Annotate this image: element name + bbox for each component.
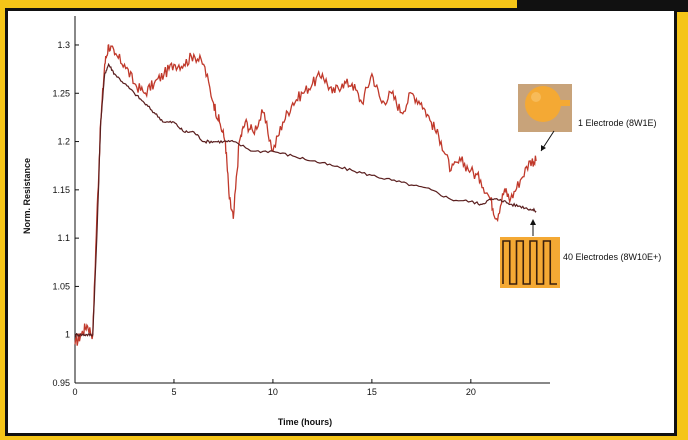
series-line-40-electrodes: [74, 62, 537, 338]
y-tick-label: 1.2: [57, 137, 70, 147]
inset-forty-electrodes: [500, 237, 560, 288]
series-line-1-electrode: [74, 44, 537, 346]
inset-single-electrode-lead: [556, 100, 570, 106]
inset-single-electrode-disc: [525, 86, 561, 122]
x-tick-label: 15: [367, 387, 377, 397]
y-tick-label: 1.3: [57, 40, 70, 50]
chart-axes: 0.95 1 1.05 1.1 1.15 1.2 1.25 1.3 0 5 10 15 20: [52, 16, 550, 397]
y-tick-label: 1: [65, 330, 70, 340]
inset-single-electrode: [518, 84, 572, 132]
x-tick-label: 10: [268, 387, 278, 397]
annotation-40-arrowhead: [530, 219, 536, 225]
x-tick-label: 20: [466, 387, 476, 397]
y-tick-label: 1.25: [52, 88, 70, 98]
annotation-1-electrode: 1 Electrode (8W1E): [578, 118, 657, 128]
inset-single-electrode-highlight: [531, 92, 541, 102]
y-tick-label: 1.05: [52, 281, 70, 291]
x-tick-label: 0: [72, 387, 77, 397]
inset-forty-electrodes-trace: [502, 240, 557, 285]
figure-frame: [5, 8, 677, 436]
annotation-40-electrodes: 40 Electrodes (8W10E+): [563, 252, 661, 262]
y-axis-label: Norm. Resistance: [22, 158, 32, 234]
x-axis-label: Time (hours): [278, 417, 332, 427]
y-tick-label: 0.95: [52, 378, 70, 388]
y-tick-label: 1.1: [57, 233, 70, 243]
series-layer: [74, 44, 537, 346]
y-tick-label: 1.15: [52, 185, 70, 195]
x-tick-label: 5: [171, 387, 176, 397]
annotation-1-arrowhead: [541, 145, 546, 151]
